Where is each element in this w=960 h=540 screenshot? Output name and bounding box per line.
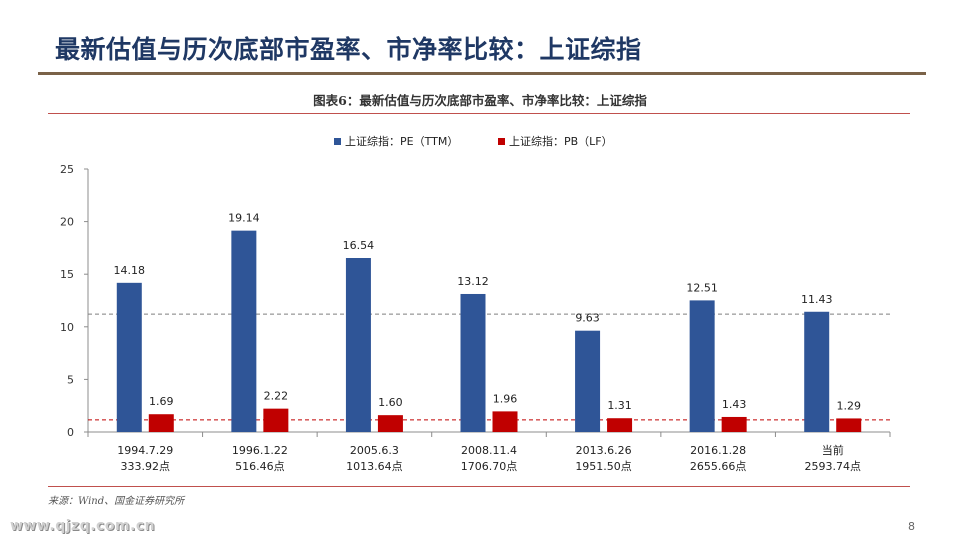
pb-value-label: 1.29 [836, 399, 861, 412]
y-tick-label: 20 [60, 216, 74, 229]
pb-bar [836, 418, 862, 432]
pe-bar [460, 293, 486, 432]
page-number: 8 [908, 520, 915, 533]
figure-caption: 图表6：最新估值与历次底部市盈率、市净率比较：上证综指 [313, 93, 647, 108]
pb-value-label: 1.96 [493, 392, 518, 405]
x-category-date: 当前 [822, 443, 844, 457]
x-category-date: 2005.6.3 [350, 444, 399, 457]
pe-value-label: 16.54 [343, 239, 375, 252]
legend-pe-label: 上证综指：PE（TTM） [345, 134, 458, 148]
pe-value-label: 13.12 [457, 275, 489, 288]
slide-title: 最新估值与历次底部市盈率、市净率比较：上证综指 [55, 35, 642, 64]
x-category-index: 516.46点 [235, 460, 285, 473]
pe-value-label: 14.18 [114, 264, 146, 277]
source-divider [48, 486, 910, 487]
pb-value-label: 2.22 [264, 390, 289, 403]
pe-value-label: 11.43 [801, 293, 833, 306]
x-category-index: 1013.64点 [346, 460, 403, 473]
pe-bar [689, 300, 715, 432]
legend-pe-swatch [334, 138, 341, 145]
y-tick-label: 15 [60, 268, 74, 281]
pb-bar [377, 415, 403, 432]
pb-bar [721, 416, 747, 432]
y-tick-label: 10 [60, 321, 74, 334]
pb-value-label: 1.60 [378, 396, 403, 409]
x-category-index: 1706.70点 [461, 460, 518, 473]
legend-pb-swatch [498, 138, 505, 145]
pe-bar [231, 230, 257, 432]
pb-bar [148, 414, 174, 432]
pe-value-label: 9.63 [575, 312, 600, 325]
pb-value-label: 1.69 [149, 395, 174, 408]
watermark-logo: www.qjzq.com.cn [10, 518, 156, 534]
pe-value-label: 19.14 [228, 212, 260, 225]
pe-bar [804, 311, 830, 432]
y-tick-label: 25 [60, 163, 74, 176]
x-category-index: 1951.50点 [575, 460, 632, 473]
x-category-date: 1996.1.22 [232, 444, 288, 457]
caption-divider [48, 113, 910, 114]
pb-bar [263, 408, 289, 432]
x-category-index: 333.92点 [121, 460, 171, 473]
pe-bar [575, 330, 601, 432]
pb-bar [607, 418, 633, 432]
x-category-index: 2655.66点 [690, 460, 747, 473]
x-category-index: 2593.74点 [804, 460, 861, 473]
y-tick-label: 0 [67, 426, 74, 439]
pb-value-label: 1.31 [607, 399, 632, 412]
source-note: 来源：Wind、国金证券研究所 [48, 496, 185, 507]
pe-bar [345, 257, 371, 432]
x-category-date: 2008.11.4 [461, 444, 517, 457]
x-category-date: 2016.1.28 [690, 444, 746, 457]
pb-value-label: 1.43 [722, 398, 747, 411]
pb-bar [492, 411, 518, 432]
x-category-date: 1994.7.29 [117, 444, 173, 457]
title-divider [38, 72, 926, 75]
x-category-date: 2013.6.26 [576, 444, 632, 457]
legend-pb-label: 上证综指：PB（LF） [509, 134, 613, 148]
pe-value-label: 12.51 [686, 281, 718, 294]
y-tick-label: 5 [67, 373, 74, 386]
pe-bar [116, 282, 142, 432]
